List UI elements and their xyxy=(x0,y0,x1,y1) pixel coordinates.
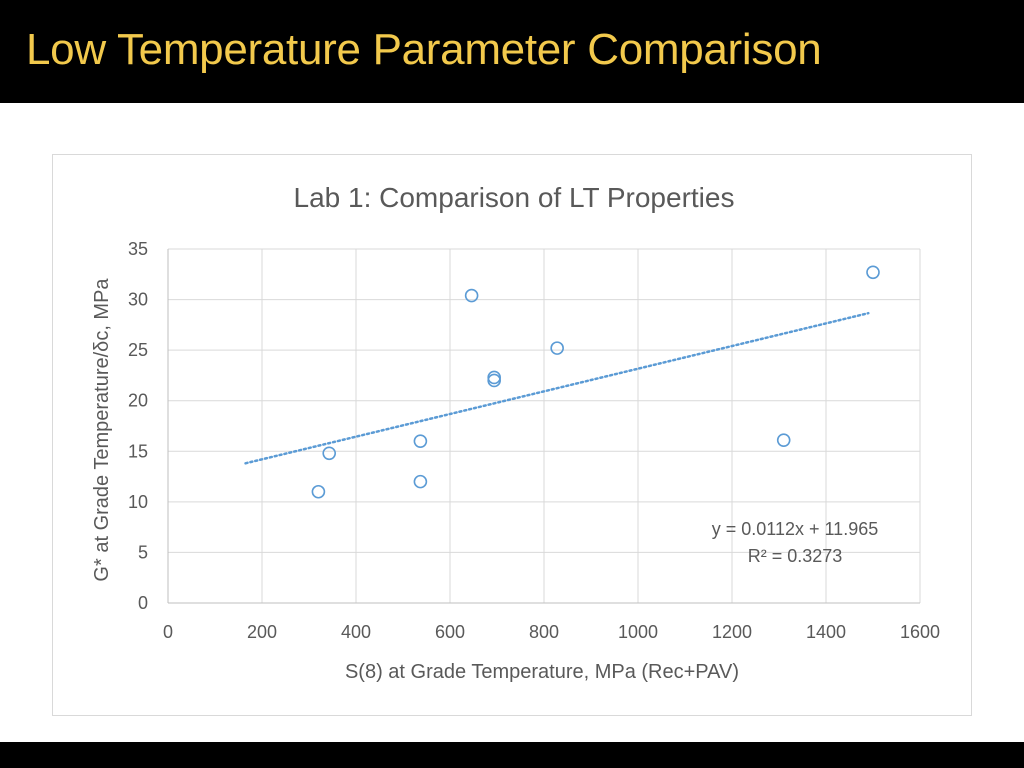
x-tick-label: 1600 xyxy=(900,622,940,642)
x-axis-label: S(8) at Grade Temperature, MPa (Rec+PAV) xyxy=(345,661,739,683)
x-tick-label: 600 xyxy=(435,622,465,642)
data-point xyxy=(487,373,501,388)
x-tick-label: 0 xyxy=(163,622,173,642)
x-tick-label: 1200 xyxy=(712,622,752,642)
chart-container: Lab 1: Comparison of LT Properties 0 200 4… xyxy=(52,154,972,716)
x-tick-label: 200 xyxy=(247,622,277,642)
data-point xyxy=(311,484,326,499)
trendline-layer xyxy=(244,311,870,465)
data-point xyxy=(776,433,791,447)
trendline-r2: R² = 0.3273 xyxy=(748,546,843,566)
footer-bar xyxy=(0,742,1024,768)
chart-title: Lab 1: Comparison of LT Properties xyxy=(294,182,735,213)
trendline-equation: y = 0.0112x + 11.965 xyxy=(712,519,878,539)
title-bar: Low Temperature Parameter Comparison xyxy=(0,0,1024,103)
data-point xyxy=(550,341,564,355)
data-point xyxy=(487,370,501,385)
data-point xyxy=(464,288,479,303)
x-tick-label: 1000 xyxy=(618,622,658,642)
y-tick-label: 20 xyxy=(128,391,148,411)
scatter-chart: Lab 1: Comparison of LT Properties 0 200 4… xyxy=(91,182,940,683)
y-tick-label: 30 xyxy=(128,290,148,310)
y-tick-label: 25 xyxy=(128,340,148,360)
y-tick-label: 10 xyxy=(128,492,148,512)
tick-labels: 0 200 400 600 800 1000 1200 1400 1600 0 5 10 15 20 25 3… xyxy=(128,239,940,642)
y-axis-label: G* at Grade Temperature/δc, MPa xyxy=(91,278,113,582)
data-points xyxy=(311,265,880,499)
x-tick-label: 400 xyxy=(341,622,371,642)
data-point xyxy=(413,434,428,448)
x-tick-label: 1400 xyxy=(806,622,846,642)
trendline xyxy=(244,311,870,465)
axes xyxy=(167,249,920,604)
y-tick-label: 0 xyxy=(138,593,148,613)
x-tick-label: 800 xyxy=(529,622,559,642)
y-tick-label: 35 xyxy=(128,239,148,259)
slide-title: Low Temperature Parameter Comparison xyxy=(26,25,822,74)
data-point xyxy=(413,474,428,489)
y-tick-label: 15 xyxy=(128,441,148,461)
data-point xyxy=(866,265,880,280)
y-tick-label: 5 xyxy=(138,542,148,562)
data-point xyxy=(322,446,337,461)
